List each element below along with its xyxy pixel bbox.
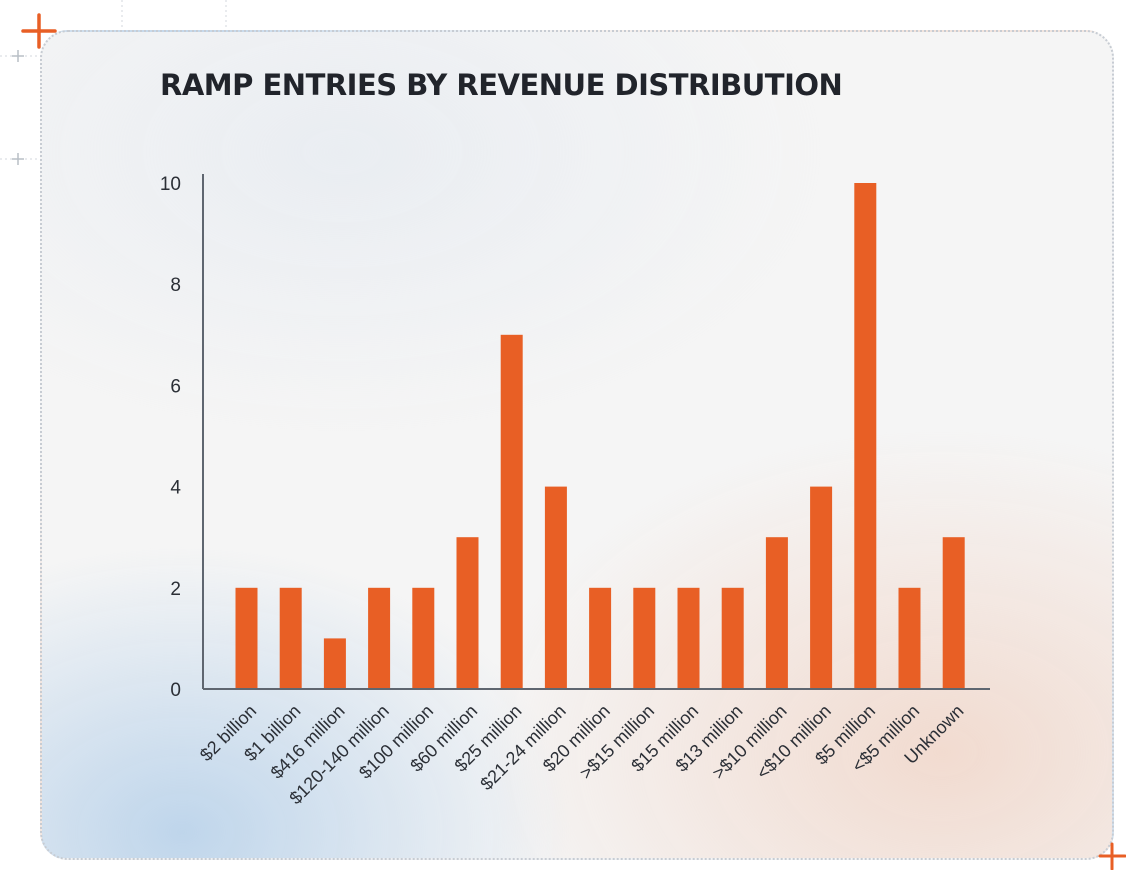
bars-group: [235, 183, 965, 689]
bar: [633, 587, 656, 689]
y-tick-label: 2: [170, 579, 181, 600]
bar: [942, 537, 965, 689]
chart-title: RAMP ENTRIES BY REVENUE DISTRIBUTION: [160, 68, 843, 102]
y-tick-label: 6: [170, 376, 181, 397]
bar: [544, 486, 567, 689]
y-tick-label: 0: [170, 680, 181, 701]
bar: [279, 587, 302, 689]
plus-corner-icon-top-left: [21, 13, 57, 49]
bar: [368, 587, 391, 689]
y-tick-labels: 0 2 4 6 8 10: [160, 174, 182, 701]
bar: [898, 587, 921, 689]
bar: [854, 183, 877, 689]
bar: [456, 537, 479, 689]
bar: [412, 587, 435, 689]
bar: [721, 587, 744, 689]
bar: [500, 334, 523, 689]
bar: [810, 486, 833, 689]
bar: [589, 587, 612, 689]
plus-corner-icon-bottom-right: [1098, 842, 1126, 870]
y-tick-label: 4: [170, 478, 181, 499]
bar: [677, 587, 700, 689]
x-tick-labels: $2 billion$1 billion$416 million$120-140…: [196, 701, 968, 809]
bar: [323, 638, 346, 689]
chart-card: [40, 30, 1114, 860]
bar: [235, 587, 258, 689]
y-tick-label: 8: [170, 275, 181, 296]
bar: [765, 537, 788, 689]
y-tick-label: 10: [160, 174, 181, 195]
